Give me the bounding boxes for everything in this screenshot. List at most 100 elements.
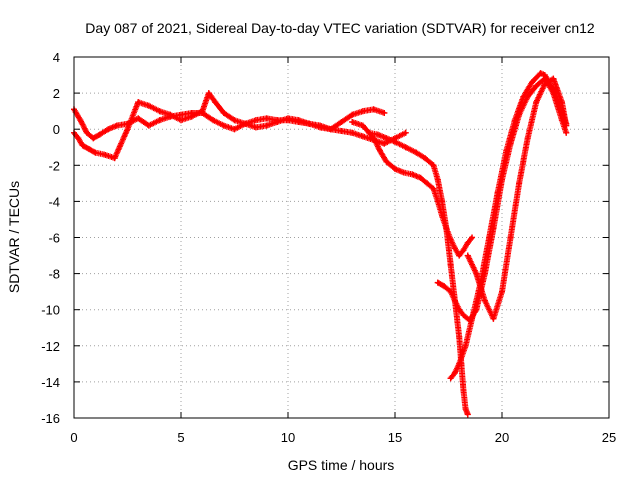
y-tick-label: -14: [41, 375, 60, 390]
data-point: [90, 135, 97, 142]
data-point: [460, 247, 467, 254]
data-point: [85, 146, 92, 153]
data-point: [392, 138, 398, 145]
data-point: [178, 117, 184, 124]
data-point: [451, 297, 458, 304]
data-point: [443, 225, 450, 232]
data-point: [92, 149, 99, 156]
series-markers: [447, 70, 570, 382]
data-point: [499, 288, 505, 295]
data-point: [469, 234, 476, 241]
data-point: [520, 93, 527, 100]
x-tick-label: 10: [281, 430, 295, 445]
data-point: [75, 135, 82, 142]
data-point: [77, 117, 84, 124]
data-point: [507, 234, 514, 241]
data-point: [231, 117, 238, 124]
data-point: [220, 109, 227, 116]
data-point: [338, 118, 345, 125]
x-axis-label: GPS time / hours: [288, 457, 395, 473]
data-point: [558, 99, 565, 106]
data-point: [460, 387, 467, 394]
y-tick-label: -6: [48, 231, 60, 246]
data-point: [464, 239, 471, 246]
data-point: [490, 315, 497, 322]
data-point: [349, 129, 356, 136]
data-point: [462, 405, 469, 412]
data-point: [409, 171, 416, 178]
y-tick-label: 2: [53, 86, 60, 101]
data-point: [402, 129, 409, 136]
y-tick-label: 4: [53, 50, 60, 65]
data-point: [486, 234, 493, 241]
data-point: [349, 118, 356, 125]
y-tick-label: -16: [41, 411, 60, 426]
data-point: [205, 90, 212, 97]
data-point: [252, 117, 259, 124]
data-point: [421, 155, 428, 162]
data-point: [451, 369, 458, 376]
data-point: [366, 129, 373, 136]
data-point: [447, 261, 454, 268]
data-layer: [71, 70, 570, 418]
data-point: [188, 113, 195, 120]
data-point: [464, 411, 471, 418]
data-point: [413, 149, 420, 156]
data-point: [456, 306, 463, 313]
x-tick-label: 5: [177, 430, 184, 445]
data-point: [156, 108, 163, 115]
data-point: [460, 312, 467, 319]
data-point: [263, 115, 270, 122]
series-markers: [71, 106, 388, 142]
data-point: [381, 140, 388, 147]
data-point: [79, 142, 86, 149]
data-point: [381, 109, 388, 116]
data-point: [338, 128, 345, 135]
data-point: [295, 117, 302, 124]
data-point: [447, 288, 454, 295]
data-point: [96, 131, 103, 138]
data-point: [563, 129, 570, 136]
data-point: [145, 122, 152, 129]
data-point: [212, 99, 219, 106]
data-point: [359, 108, 366, 115]
data-point: [430, 185, 437, 192]
data-point: [105, 126, 112, 133]
data-point: [359, 133, 366, 140]
y-tick-label: 0: [53, 122, 60, 137]
data-point: [464, 252, 471, 259]
data-point: [533, 82, 540, 89]
chart-title: Day 087 of 2021, Sidereal Day-to-day VTE…: [85, 20, 595, 36]
data-point: [537, 70, 544, 77]
data-point: [100, 151, 107, 158]
data-point: [383, 158, 390, 165]
data-point: [541, 81, 548, 88]
data-point: [220, 122, 227, 129]
x-tick-label: 15: [388, 430, 402, 445]
data-point: [541, 72, 548, 79]
data-point: [400, 169, 407, 176]
data-point: [113, 122, 120, 129]
data-point: [434, 279, 441, 286]
data-point: [124, 126, 131, 133]
data-point: [374, 131, 381, 138]
data-point: [434, 176, 441, 183]
data-point: [447, 375, 454, 382]
data-series-track-f: [447, 70, 570, 382]
data-point: [430, 162, 437, 169]
data-point: [383, 135, 390, 142]
data-point: [327, 126, 334, 133]
y-tick-label: -2: [48, 158, 60, 173]
data-point: [242, 120, 249, 127]
data-point: [210, 117, 217, 124]
data-point: [439, 198, 446, 205]
data-point: [516, 180, 523, 187]
data-point: [145, 102, 152, 109]
data-point: [111, 155, 118, 162]
data-point: [392, 165, 398, 172]
data-point: [456, 360, 463, 367]
data-point: [83, 129, 90, 136]
data-point: [511, 117, 518, 124]
